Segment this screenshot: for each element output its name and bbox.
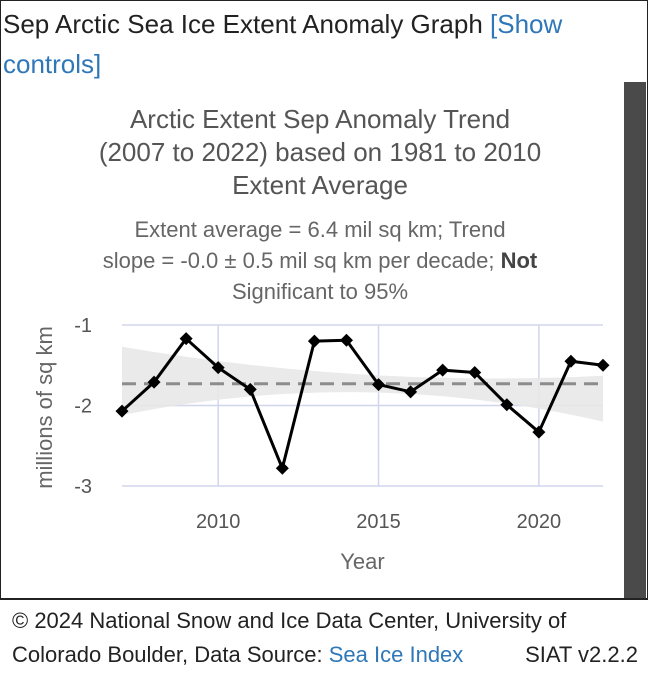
y-tick-label: -3 — [74, 476, 92, 498]
data-point — [243, 382, 257, 396]
chart-title-line-2: (2007 to 2022) based on 1981 to 2010 — [98, 137, 542, 167]
x-tick-label: 2020 — [517, 511, 562, 533]
data-point — [436, 363, 450, 377]
data-point — [339, 333, 353, 347]
data-point — [564, 354, 578, 368]
chart-title-line-1: Arctic Extent Sep Anomaly Trend — [129, 104, 511, 134]
chart-subtitle: Extent average = 6.4 mil sq km; Trend sl… — [40, 214, 600, 307]
data-point — [532, 425, 546, 439]
footer-source: Colorado Boulder, Data Source: Sea Ice I… — [12, 642, 463, 668]
anomaly-chart: -1 -2 -3 2010 2015 2020 Year millions of sq km — [32, 315, 610, 574]
data-point — [307, 334, 321, 348]
confidence-band — [122, 346, 603, 422]
page-header: Sep Arctic Sea Ice Extent Anomaly Graph … — [3, 4, 613, 84]
footer-source-prefix: Colorado Boulder, Data Source: — [12, 642, 329, 667]
chart-title-line-3: Extent Average — [232, 170, 408, 200]
data-point — [468, 365, 482, 379]
data-point — [404, 385, 418, 399]
y-tick-label: -1 — [74, 315, 92, 337]
chart-title: Arctic Extent Sep Anomaly Trend (2007 to… — [40, 103, 600, 202]
version-label: SIAT v2.2.2 — [525, 642, 638, 667]
x-tick-label: 2015 — [356, 511, 401, 533]
footer-copyright: © 2024 National Snow and Ice Data Center… — [12, 608, 567, 633]
x-tick-label: 2010 — [196, 511, 241, 533]
scrollbar[interactable] — [624, 82, 646, 598]
data-point — [115, 404, 129, 418]
series-line — [120, 337, 604, 470]
data-point — [500, 398, 514, 412]
data-point — [275, 461, 289, 475]
footer: © 2024 National Snow and Ice Data Center… — [0, 598, 648, 674]
chart-subtitle-line-2: slope = -0.0 ± 0.5 mil sq km per decade;… — [40, 245, 600, 276]
data-point — [211, 361, 225, 375]
chart-subtitle-line-3: Significant to 95% — [231, 279, 409, 304]
data-point — [147, 375, 161, 389]
chart-subtitle-bold: Not — [500, 248, 538, 273]
data-point — [372, 378, 386, 392]
x-axis-label: Year — [340, 549, 384, 574]
page-title: Sep Arctic Sea Ice Extent Anomaly Graph — [3, 9, 491, 39]
data-point — [179, 332, 193, 346]
chart-subtitle-line-1: Extent average = 6.4 mil sq km; Trend — [134, 217, 506, 242]
y-axis-label: millions of sq km — [32, 326, 57, 489]
data-point — [596, 358, 610, 372]
chart-subtitle-line-2-text: slope = -0.0 ± 0.5 mil sq km per decade; — [102, 248, 501, 273]
sea-ice-index-link[interactable]: Sea Ice Index — [328, 642, 464, 667]
y-tick-label: -2 — [74, 396, 92, 418]
show-controls-link[interactable]: [Show controls] — [3, 9, 563, 79]
